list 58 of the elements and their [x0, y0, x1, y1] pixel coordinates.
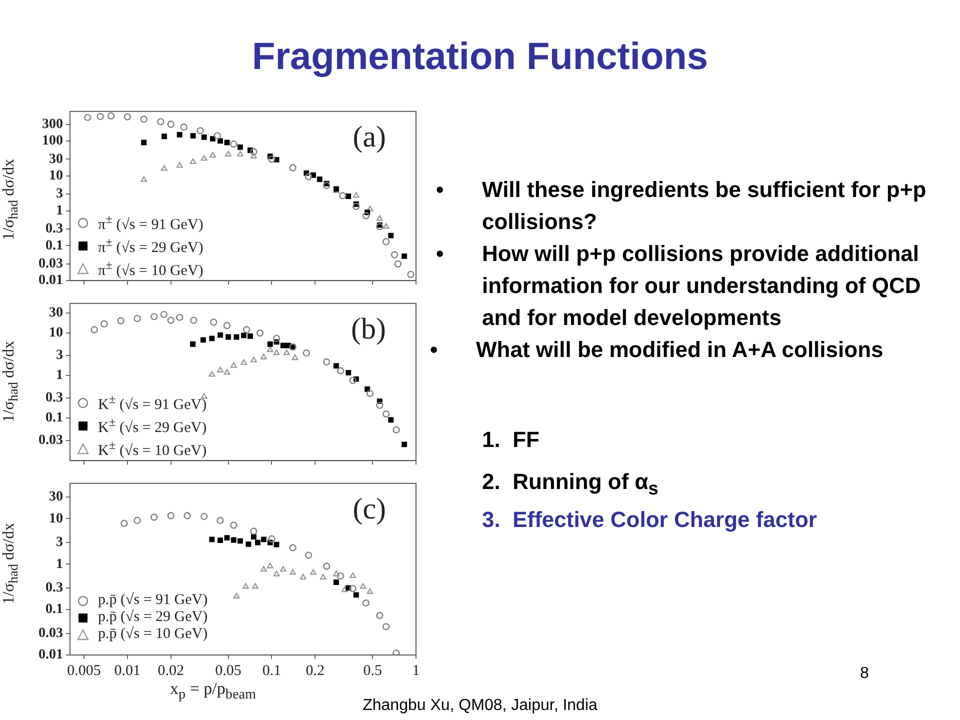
x-axis-title: x$_{p}$ = p/p$_{beam}$ — [170, 679, 256, 704]
legend-label: π$^{±}$ (√s = 91 GeV) — [98, 211, 204, 234]
y-tick-label: 0.03 — [38, 626, 63, 641]
x-tick-label: 0.01 — [114, 662, 141, 679]
y-tick-label: 0.1 — [46, 238, 63, 254]
annotation: (b) — [351, 312, 386, 346]
legend-label: p.p̄ (√s = 29 GeV) — [98, 609, 208, 626]
y-tick-label: 300 — [42, 116, 63, 132]
y-tick-label: 0.01 — [38, 273, 63, 288]
x-tick-label: 0.05 — [215, 662, 242, 679]
text: Fragmentation Functions — [251, 36, 709, 79]
y-tick-label: 1 — [56, 203, 63, 218]
text: • — [435, 176, 445, 204]
text: 8 — [860, 665, 869, 683]
text: 2. Running of α$_{s}$ — [482, 468, 660, 500]
legend-label: K$^{±}$ (√s = 91 GeV) — [98, 391, 207, 414]
y-tick-label: 0.3 — [46, 390, 63, 406]
y-tick-label: 0.03 — [38, 256, 63, 272]
y-tick-label: 0.1 — [46, 602, 63, 618]
y-tick-label: 3 — [56, 535, 63, 550]
x-tick-label: 0.1 — [262, 662, 282, 679]
y-tick-label: 0.1 — [46, 410, 63, 426]
y-tick-label: 10 — [49, 326, 63, 341]
y-tick-label: 100 — [42, 134, 63, 149]
annotation: (c) — [352, 492, 386, 526]
legend-label: p.p̄ (√s = 91 GeV) — [98, 592, 208, 609]
text: • — [435, 240, 445, 268]
legend-label: K$^{±}$ (√s = 10 GeV) — [98, 437, 207, 460]
y-tick-label: 0.3 — [46, 580, 63, 596]
text: What will be modified in A+A collisions — [476, 336, 884, 364]
text: How will p+p collisions provide additional information for our understanding of QCD and for model developments — [482, 240, 922, 332]
text: 1. FF — [482, 426, 540, 454]
legend-label: p.p̄ (√s = 10 GeV) — [98, 626, 208, 643]
y-tick-label: 30 — [49, 490, 63, 505]
y-tick-label: 0.01 — [38, 648, 63, 663]
text: Will these ingredients be sufficient for p+p collisions? — [482, 176, 928, 236]
legend-label: π$^{±}$ (√s = 10 GeV) — [98, 257, 204, 280]
y-tick-label: 1 — [56, 556, 63, 572]
x-tick-label: 0.5 — [363, 662, 382, 679]
x-tick-label: 1 — [412, 662, 420, 679]
annotation: (a) — [352, 120, 386, 154]
text: Zhangbu Xu, QM08, Jaipur, India — [362, 697, 598, 714]
x-tick-label: 0.005 — [67, 662, 101, 679]
x-tick-label: 0.02 — [158, 662, 184, 679]
y-tick-label: 0.3 — [46, 222, 63, 237]
text: 3. Effective Color Charge factor — [482, 506, 817, 534]
y-tick-label: 30 — [49, 305, 63, 320]
y-tick-label: 3 — [56, 348, 63, 363]
y-tick-label: 0.03 — [38, 432, 63, 448]
y-tick-label: 10 — [49, 511, 63, 526]
y-tick-label: 10 — [49, 168, 63, 184]
y-tick-label: 1 — [56, 368, 63, 384]
y-tick-label: 30 — [49, 152, 63, 167]
legend-label: K$^{±}$ (√s = 29 GeV) — [98, 414, 207, 437]
x-tick-label: 0.2 — [306, 662, 325, 679]
y-tick-label: 3 — [56, 186, 63, 202]
legend-label: π$^{±}$ (√s = 29 GeV) — [98, 234, 204, 257]
text: • — [429, 336, 439, 364]
